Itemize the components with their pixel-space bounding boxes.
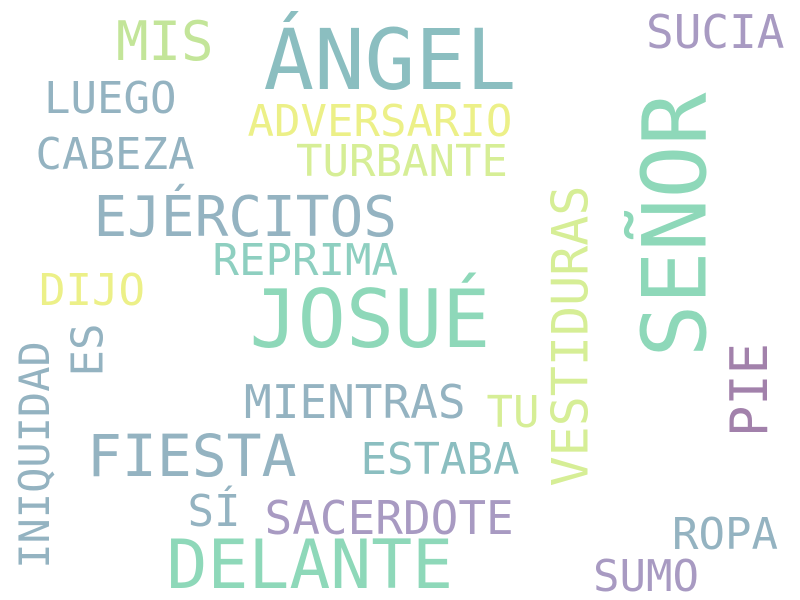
word-dijo: DIJO (39, 265, 145, 316)
word-delante: DELANTE (166, 526, 454, 600)
word-mientras: MIENTRAS (244, 375, 466, 429)
word-sucia: SUCIA (646, 5, 785, 59)
word-ejercitos: EJÉRCITOS (93, 185, 397, 250)
word-estaba: ESTABA (360, 434, 520, 485)
word-turbante: TURBANTE (296, 136, 508, 187)
word-sacerdote: SACERDOTE (264, 491, 514, 545)
word-ropa: ROPA (672, 509, 778, 560)
word-cabeza: CABEZA (35, 129, 195, 180)
word-sumo: SUMO (593, 551, 699, 600)
word-vestiduras: VESTIDURAS (541, 185, 600, 487)
word-si: SÍ (187, 486, 241, 537)
word-luego: LUEGO (44, 73, 177, 124)
word-pie: PIE (719, 343, 780, 437)
word-senor: SEÑOR (622, 92, 726, 358)
word-angel: ÁNGEL (263, 11, 517, 109)
word-adversario: ADVERSARIO (247, 96, 513, 147)
word-tu: TU (486, 387, 540, 438)
word-iniquidad: INIQUIDAD (9, 341, 59, 569)
word-reprima: REPRIMA (212, 235, 398, 286)
word-fiesta: FIESTA (87, 422, 297, 490)
word-es: ES (61, 323, 113, 377)
word-josue: JOSUÉ (249, 273, 491, 366)
word-mis: MIS (116, 10, 214, 73)
